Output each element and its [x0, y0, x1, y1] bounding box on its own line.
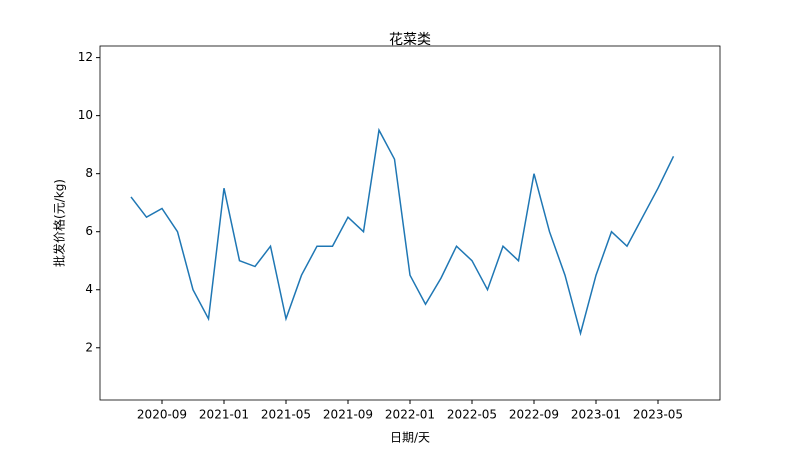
- data-line: [130, 127, 675, 337]
- x-tick-label: 2023-05: [633, 408, 683, 422]
- x-tick-label: 2021-05: [261, 408, 311, 422]
- x-tick-label: 2023-01: [571, 408, 621, 422]
- chart-title: 花菜类: [389, 32, 431, 48]
- x-tick-label: 2022-09: [509, 408, 559, 422]
- x-tick-label: 2021-09: [323, 408, 373, 422]
- y-tick-label: 10: [78, 108, 93, 122]
- x-tick-label: 2022-05: [447, 408, 497, 422]
- plot-frame: [99, 45, 721, 401]
- y-tick-label: 6: [85, 224, 93, 238]
- y-tick-label: 8: [85, 166, 93, 180]
- y-tick-label: 12: [78, 50, 93, 64]
- y-axis-label: 批发价格(元/kg): [52, 179, 67, 267]
- x-tick-label: 2020-09: [137, 408, 187, 422]
- x-axis-label: 日期/天: [390, 431, 430, 445]
- y-tick-label: 4: [85, 282, 93, 296]
- x-tick-label: 2021-01: [199, 408, 249, 422]
- x-tick-label: 2022-01: [385, 408, 435, 422]
- y-tick-label: 2: [85, 340, 93, 354]
